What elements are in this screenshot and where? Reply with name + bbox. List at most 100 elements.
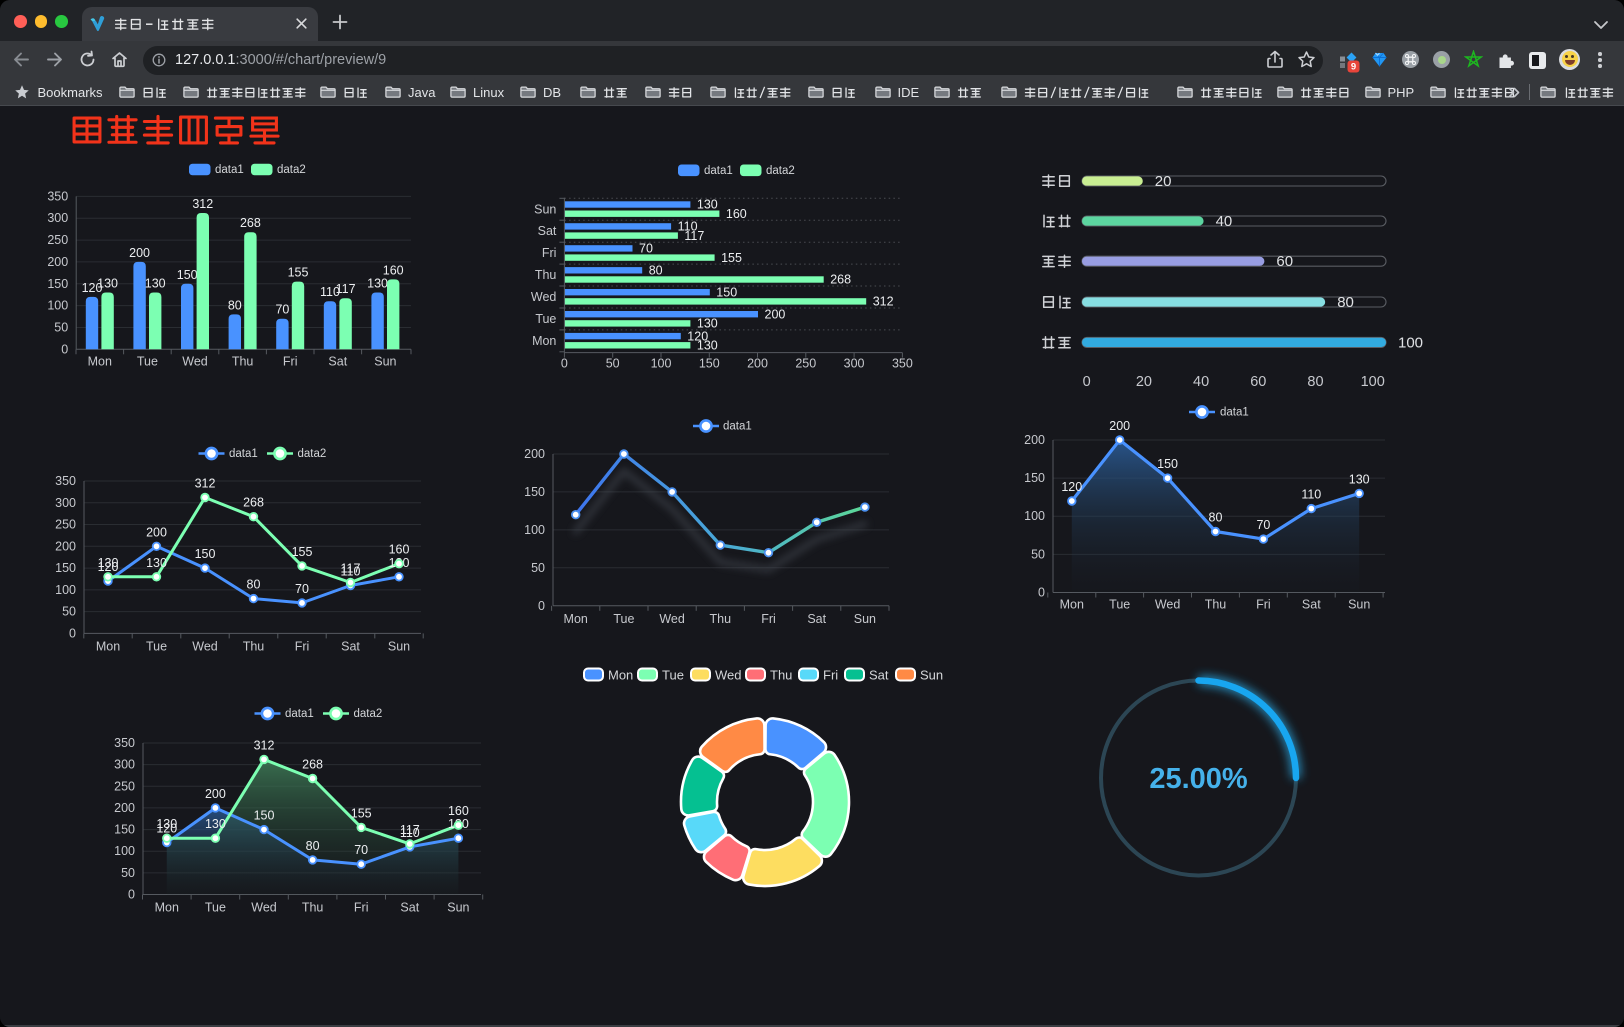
svg-text:268: 268 [302,758,323,772]
svg-text:Tue: Tue [1109,598,1130,612]
svg-text:268: 268 [240,216,261,230]
svg-text:40: 40 [1193,374,1209,390]
svg-text:80: 80 [228,298,242,312]
svg-text:150: 150 [47,277,68,291]
svg-text:268: 268 [243,496,264,510]
svg-text:160: 160 [448,804,469,818]
svg-text:80: 80 [1337,294,1354,311]
svg-text:155: 155 [351,806,372,820]
svg-text:20: 20 [1136,374,1152,390]
svg-text:Wed: Wed [192,639,218,653]
svg-text:300: 300 [55,496,76,510]
svg-text:Sun: Sun [374,354,396,368]
svg-text:Thu: Thu [710,612,732,626]
svg-text:100: 100 [114,844,135,858]
svg-text:data2: data2 [277,164,306,176]
svg-text:200: 200 [205,787,226,801]
svg-text:110: 110 [341,565,361,579]
svg-text:100: 100 [47,299,68,313]
svg-text:50: 50 [121,866,135,880]
svg-text:117: 117 [400,823,420,837]
svg-text:150: 150 [524,485,545,499]
svg-text:100: 100 [524,523,545,537]
svg-text:100: 100 [55,583,76,597]
svg-text:Wed: Wed [659,612,685,626]
svg-text:350: 350 [114,736,135,750]
svg-text:155: 155 [288,266,309,280]
svg-text:70: 70 [1256,518,1270,532]
svg-text:80: 80 [306,839,320,853]
svg-text:Sat: Sat [869,668,889,683]
svg-text:200: 200 [1109,419,1130,433]
svg-text:130: 130 [697,339,718,353]
svg-text:25.00%: 25.00% [1149,763,1248,795]
svg-text:Tue: Tue [146,639,167,653]
svg-text:Tue: Tue [137,354,158,368]
svg-text:130: 130 [156,817,177,831]
svg-text:40: 40 [1216,213,1233,230]
svg-text:200: 200 [765,307,786,321]
svg-text:120: 120 [1061,480,1082,494]
svg-text:Fri: Fri [542,246,557,260]
svg-text:70: 70 [295,582,309,596]
svg-text:Fri: Fri [761,612,776,626]
svg-text:60: 60 [1276,253,1293,270]
svg-text:Thu: Thu [232,354,254,368]
svg-text:Sun: Sun [388,639,410,653]
svg-text:200: 200 [524,447,545,461]
svg-text:0: 0 [69,626,76,640]
svg-text:Tue: Tue [205,901,226,915]
svg-text:Mon: Mon [532,334,556,348]
svg-text:20: 20 [1155,173,1172,190]
svg-text:250: 250 [114,779,135,793]
svg-text:Sat: Sat [1302,598,1321,612]
svg-text:0: 0 [128,888,135,902]
svg-text:117: 117 [341,562,361,576]
svg-text:Sat: Sat [807,612,826,626]
svg-text:9: 9 [1351,62,1356,73]
svg-text:Tue: Tue [662,668,684,683]
svg-text:Tue: Tue [613,612,634,626]
svg-text:0: 0 [1083,374,1091,390]
svg-text:150: 150 [716,285,737,299]
svg-text:Sun: Sun [920,668,943,683]
svg-text:150: 150 [254,809,275,823]
svg-text:Fri: Fri [354,901,369,915]
svg-text:160: 160 [389,543,410,557]
svg-text:120: 120 [156,822,177,836]
svg-text:155: 155 [721,251,742,265]
svg-text:350: 350 [47,189,68,203]
svg-text:312: 312 [192,197,213,211]
svg-text:200: 200 [747,357,768,371]
svg-text:200: 200 [47,255,68,269]
svg-text:130: 130 [146,556,167,570]
svg-text:200: 200 [1024,433,1045,447]
svg-text:0: 0 [538,599,545,613]
svg-text:130: 130 [1349,472,1370,486]
svg-text:Mon: Mon [1060,598,1084,612]
svg-text:130: 130 [145,277,166,291]
svg-text:0: 0 [61,342,68,356]
svg-text:Thu: Thu [1205,598,1227,612]
svg-text:312: 312 [254,738,275,752]
svg-text:Thu: Thu [535,268,557,282]
svg-text:50: 50 [531,561,545,575]
svg-text:130: 130 [98,556,119,570]
svg-text:Fri: Fri [295,639,310,653]
svg-text:Thu: Thu [302,901,324,915]
svg-text:312: 312 [873,295,894,309]
svg-text:Sat: Sat [538,224,557,238]
svg-text:150: 150 [55,561,76,575]
svg-text:130: 130 [697,317,718,331]
svg-text:200: 200 [55,539,76,553]
svg-text:250: 250 [795,357,816,371]
svg-text:150: 150 [1157,457,1178,471]
svg-text:110: 110 [678,220,698,234]
svg-text:Thu: Thu [770,668,792,683]
svg-text:100: 100 [1361,374,1385,390]
svg-text:117: 117 [684,229,704,243]
svg-text:80: 80 [649,264,663,278]
svg-text:300: 300 [114,758,135,772]
svg-text:Sun: Sun [534,202,556,216]
svg-text:0: 0 [561,357,568,371]
